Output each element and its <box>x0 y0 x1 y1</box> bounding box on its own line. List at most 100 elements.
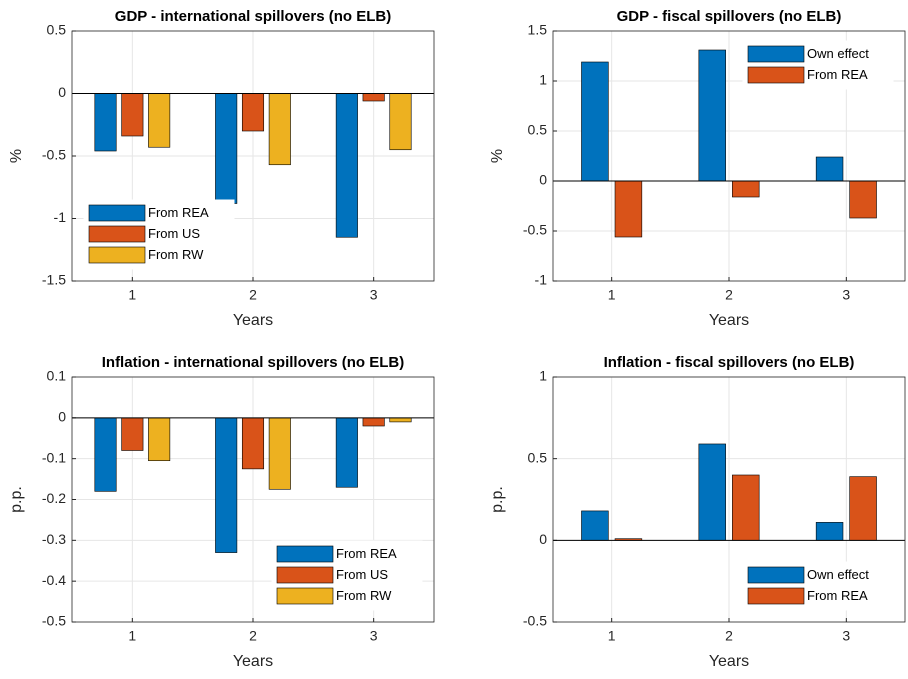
bar <box>698 443 726 541</box>
legend-swatch <box>88 246 146 264</box>
x-tick-label: 3 <box>842 628 850 644</box>
bar <box>148 93 171 148</box>
x-tick-label: 1 <box>608 287 616 303</box>
axes-box <box>71 30 435 282</box>
y-tick-label: 0.5 <box>528 449 548 465</box>
bar <box>241 417 265 470</box>
y-tick-label: -0.2 <box>42 490 66 506</box>
y-tick-label: 0 <box>58 84 66 100</box>
bar <box>849 476 877 541</box>
bar <box>268 93 291 166</box>
legend-swatch <box>747 566 805 584</box>
axes-box <box>552 376 906 623</box>
legend-label: Own effect <box>807 46 869 61</box>
subplot: -1 -0.5 0 0.5 1 1.5 1 2 3 GDP - fiscal spillovers… <box>489 8 906 329</box>
bar <box>241 93 265 132</box>
legend-label: From RW <box>148 247 204 262</box>
y-tick-label: -0.5 <box>42 613 66 629</box>
bar <box>268 417 291 490</box>
bar <box>698 49 726 182</box>
x-tick-label: 3 <box>842 287 850 303</box>
x-tick-label: 2 <box>725 628 733 644</box>
bar <box>94 417 117 492</box>
x-tick-label: 2 <box>249 628 257 644</box>
y-axis-label: % <box>489 149 506 163</box>
legend-label: From RW <box>336 588 392 603</box>
legend-swatch <box>747 45 805 63</box>
legend-swatch <box>747 587 805 605</box>
chart-title: Inflation - fiscal spillovers (no ELB) <box>604 354 855 371</box>
x-tick-label: 2 <box>725 287 733 303</box>
legend-label: From REA <box>807 67 868 82</box>
legend-swatch <box>276 587 334 605</box>
x-axis-label: Years <box>233 653 273 670</box>
x-tick-label: 3 <box>370 287 378 303</box>
y-tick-label: 0 <box>58 409 66 425</box>
x-tick-label: 2 <box>249 287 257 303</box>
bar <box>362 93 385 102</box>
y-tick-label: 0.5 <box>528 122 548 138</box>
legend: Own effect From REA <box>742 561 894 611</box>
y-tick-label: 0 <box>539 172 547 188</box>
x-tick-label: 1 <box>128 287 136 303</box>
x-axis-label: Years <box>709 653 749 670</box>
bar <box>581 61 609 182</box>
axes-box <box>552 30 906 282</box>
legend-label: From REA <box>148 205 209 220</box>
y-tick-label: 0 <box>539 531 547 547</box>
subplot: -0.5 0 0.5 1 1 2 3 Inflation - fiscal spillover… <box>489 354 906 670</box>
y-tick-label: -0.5 <box>523 613 547 629</box>
subplot: -1.5 -1 -0.5 0 0.5 1 2 3 GDP - international spi… <box>8 8 435 329</box>
bar <box>732 180 760 198</box>
chart-title: Inflation - international spillovers (no… <box>102 354 405 371</box>
bar <box>94 93 117 152</box>
legend-label: From REA <box>336 546 397 561</box>
bar <box>335 417 358 488</box>
y-tick-label: -0.3 <box>42 531 66 547</box>
y-tick-label: -1.5 <box>42 272 66 288</box>
legend-swatch <box>276 545 334 563</box>
y-tick-label: 0.1 <box>47 368 67 384</box>
y-tick-label: -1 <box>535 272 548 288</box>
bar <box>335 93 358 238</box>
legend-swatch <box>747 66 805 84</box>
y-tick-label: -1 <box>54 209 67 225</box>
axes-box <box>71 376 435 623</box>
y-tick-label: -0.5 <box>523 222 547 238</box>
chart-title: GDP - international spillovers (no ELB) <box>115 8 391 25</box>
legend-label: From US <box>336 567 388 582</box>
bar <box>121 93 144 137</box>
legend-label: Own effect <box>807 567 869 582</box>
legend-label: From US <box>148 226 200 241</box>
x-tick-label: 1 <box>128 628 136 644</box>
bar <box>215 417 238 553</box>
bar <box>581 510 609 541</box>
y-tick-label: 1 <box>539 72 547 88</box>
legend: From REA From US From RW <box>271 540 423 611</box>
x-axis-label: Years <box>233 312 273 329</box>
y-tick-label: -0.5 <box>42 147 66 163</box>
bar <box>849 180 877 219</box>
bar <box>215 93 238 204</box>
subplot: -0.5 -0.4 -0.3 -0.2 -0.1 0 0.1 1 2 3 Inflation - i… <box>8 354 435 670</box>
legend: Own effect From REA <box>742 40 894 90</box>
bar <box>815 156 844 182</box>
y-tick-label: -0.1 <box>42 449 66 465</box>
legend-swatch <box>88 225 146 243</box>
bar <box>389 417 412 423</box>
chart-title: GDP - fiscal spillovers (no ELB) <box>617 8 842 25</box>
y-tick-label: -0.4 <box>42 572 66 588</box>
bar <box>732 474 760 541</box>
x-tick-label: 3 <box>370 628 378 644</box>
x-tick-label: 1 <box>608 628 616 644</box>
bar <box>121 417 144 451</box>
y-tick-label: 0.5 <box>47 22 67 38</box>
bar <box>389 93 412 151</box>
y-tick-label: 1.5 <box>528 22 548 38</box>
legend-swatch <box>276 566 334 584</box>
y-axis-label: p.p. <box>489 486 506 513</box>
legend: From REA From US From RW <box>83 199 235 270</box>
bar <box>148 417 171 462</box>
